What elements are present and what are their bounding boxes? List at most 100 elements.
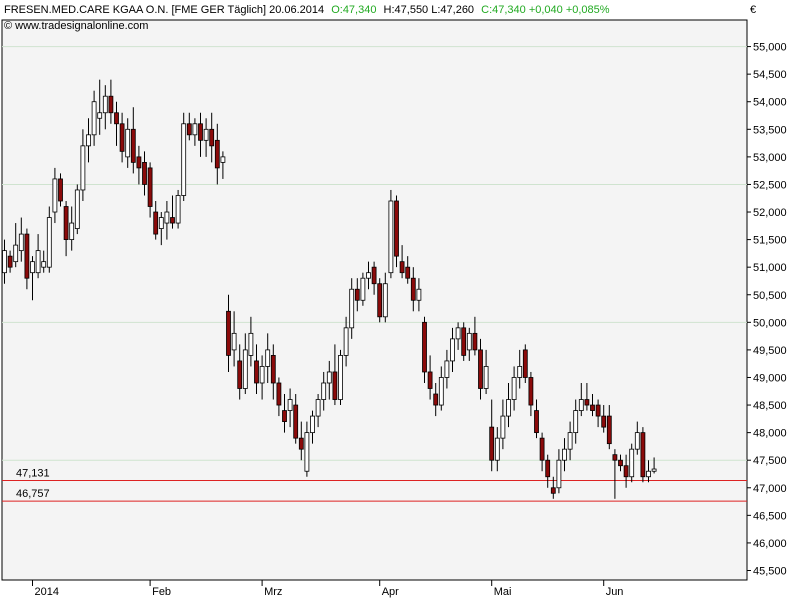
candle-body-down (410, 277, 416, 301)
candle-body-up (388, 200, 394, 274)
y-tick-label: 49,000 (753, 372, 787, 384)
candles (2, 79, 657, 499)
candle-body-up (343, 327, 349, 356)
candle-body-down (24, 233, 30, 279)
candle-body-up (455, 327, 461, 340)
candle-body-up (629, 448, 635, 478)
candle-body-up (578, 399, 584, 411)
y-tick-label: 51,500 (753, 235, 787, 247)
candle-body-up (338, 355, 343, 400)
candle-body-up (203, 128, 209, 141)
y-tick-label: 55,000 (753, 42, 787, 54)
candle-body-up (2, 250, 7, 274)
candle-body-down (534, 410, 539, 434)
candle-body-down (270, 355, 276, 384)
candle-body-up (158, 217, 164, 229)
candle-body-down (130, 128, 136, 163)
candle-body-down (478, 349, 483, 389)
candle-body-up (366, 272, 371, 279)
candle-body-up (321, 382, 327, 400)
header-close-change: C:47,340 +0,040 +0,085% (481, 4, 610, 16)
candle-body-down (298, 437, 304, 450)
candle-body-down (461, 327, 467, 356)
watermark-text: © www.tradesignalonline.com (4, 20, 148, 32)
candle-body-up (259, 366, 265, 384)
y-tick-label: 50,000 (753, 317, 787, 329)
y-tick-label: 46,000 (753, 538, 787, 550)
x-tick-label: Jun (606, 586, 624, 598)
candle-body-up (248, 332, 254, 356)
candle-body-up (125, 128, 131, 158)
support-line-label: 47,131 (16, 468, 50, 480)
x-tick-label: Feb (152, 586, 171, 598)
candle-body-down (433, 393, 439, 406)
candle-body-down (142, 161, 147, 185)
candle-body-up (310, 415, 315, 434)
candle-body-down (623, 465, 629, 478)
candle-body-up (646, 470, 651, 478)
candle-body-up (651, 468, 657, 472)
candle-body-up (444, 360, 450, 378)
candle-body-up (573, 410, 579, 434)
header-open: O:47,340 (331, 4, 376, 16)
y-tick-label: 50,500 (753, 290, 787, 302)
candle-body-up (304, 432, 310, 472)
candle-body-up (97, 112, 103, 119)
candle-body-up (91, 101, 97, 136)
candle-body-down (405, 266, 411, 279)
currency-label: € (750, 4, 756, 16)
x-tick-label: Apr (382, 586, 399, 598)
candle-body-up (326, 371, 332, 384)
y-tick-label: 45,500 (753, 566, 787, 578)
candle-body-down (601, 415, 607, 428)
candle-body-up (80, 145, 86, 191)
chart-header: FRESEN.MED.CARE KGAA O.N. [FME GER Tägli… (4, 4, 610, 16)
candle-body-down (254, 360, 259, 384)
candle-body-up (30, 261, 35, 274)
candle-body-down (584, 399, 590, 406)
candle-body-down (63, 206, 69, 240)
header-name: FRESEN.MED.CARE KGAA O.N. [FME GER Tägli… (4, 4, 324, 16)
candle-body-down (539, 437, 545, 461)
candle-body-down (136, 156, 142, 169)
candle-body-down (214, 139, 220, 169)
candle-body-up (164, 211, 170, 224)
candle-body-down (528, 377, 534, 406)
candle-body-down (108, 95, 114, 114)
candle-body-down (209, 128, 215, 147)
candle-body-up (567, 432, 573, 450)
y-tick-label: 48,000 (753, 428, 787, 440)
y-tick-label: 52,000 (753, 207, 787, 219)
candle-body-down (618, 459, 623, 467)
y-tick-label: 47,500 (753, 455, 787, 467)
candle-body-up (360, 277, 366, 301)
x-tick-label: Mai (494, 586, 512, 598)
candle-body-down (293, 404, 299, 439)
support-line-label: 46,757 (16, 488, 50, 500)
candle-body-down (282, 410, 287, 422)
candle-body-up (52, 178, 58, 213)
candle-body-up (438, 377, 444, 406)
candle-body-down (153, 211, 159, 235)
candle-body-down (377, 283, 383, 318)
candle-body-up (242, 349, 248, 389)
candle-body-down (7, 255, 13, 268)
y-tick-label: 54,000 (753, 97, 787, 109)
candle-body-up (74, 189, 80, 229)
plot-area (1, 19, 748, 581)
candle-body-up (265, 349, 271, 367)
candle-body-down (422, 321, 427, 373)
candle-body-up (506, 399, 511, 417)
candle-body-down (276, 382, 282, 406)
candle-body-up (500, 415, 506, 439)
candle-body-up (315, 399, 321, 417)
candle-body-down (371, 266, 377, 285)
candle-body-up (231, 332, 237, 351)
candle-body-up (46, 217, 52, 268)
candle-body-down (58, 178, 63, 202)
candle-body-up (382, 283, 388, 318)
header-high-low: H:47,550 L:47,260 (384, 4, 475, 16)
candle-body-up (102, 95, 108, 114)
candle-body-down (472, 332, 478, 351)
candle-body-down (170, 217, 175, 224)
